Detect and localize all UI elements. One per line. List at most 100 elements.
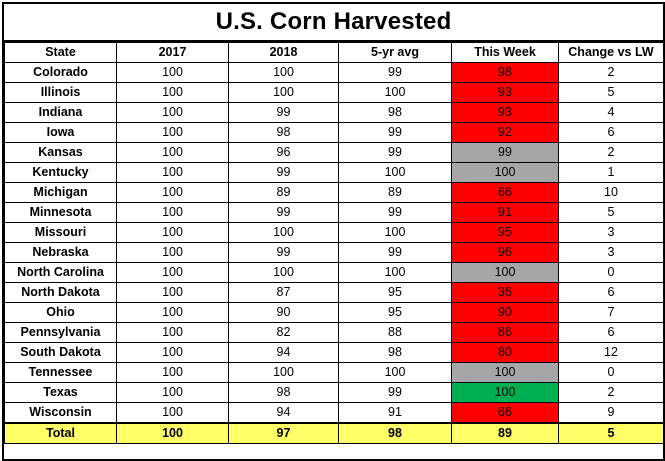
state-cell: Iowa — [4, 122, 117, 143]
value-2018-cell: 99 — [228, 202, 339, 223]
value-2017-cell: 100 — [116, 62, 229, 83]
state-cell: Colorado — [4, 62, 117, 83]
total-this-week: 89 — [451, 422, 559, 444]
header-change-vs-lw: Change vs LW — [558, 42, 664, 63]
table-row: Colorado 100 100 99 98 2 — [4, 62, 664, 83]
this-week-cell: 93 — [451, 82, 559, 103]
change-cell: 6 — [558, 122, 664, 143]
value-2018-cell: 96 — [228, 142, 339, 163]
value-5yr-avg-cell: 99 — [338, 382, 452, 403]
header-state: State — [4, 42, 117, 63]
table-row: Iowa 100 98 99 92 6 — [4, 122, 664, 143]
title-bar: U.S. Corn Harvested — [4, 4, 663, 42]
value-5yr-avg-cell: 89 — [338, 182, 452, 203]
value-2018-cell: 100 — [228, 82, 339, 103]
change-cell: 2 — [558, 62, 664, 83]
state-cell: Ohio — [4, 302, 117, 323]
value-5yr-avg-cell: 99 — [338, 62, 452, 83]
header-2018: 2018 — [228, 42, 339, 63]
value-2017-cell: 100 — [116, 162, 229, 183]
value-2017-cell: 100 — [116, 322, 229, 343]
value-2018-cell: 98 — [228, 122, 339, 143]
value-2018-cell: 100 — [228, 222, 339, 243]
header-row: State 2017 2018 5-yr avg This Week Chang… — [4, 42, 664, 63]
value-5yr-avg-cell: 98 — [338, 102, 452, 123]
value-2018-cell: 99 — [228, 102, 339, 123]
change-cell: 3 — [558, 242, 664, 263]
value-2017-cell: 100 — [116, 82, 229, 103]
total-5yr-avg: 98 — [338, 422, 452, 444]
value-5yr-avg-cell: 98 — [338, 342, 452, 363]
this-week-cell: 99 — [451, 142, 559, 163]
value-2018-cell: 100 — [228, 362, 339, 383]
change-cell: 2 — [558, 142, 664, 163]
value-5yr-avg-cell: 99 — [338, 122, 452, 143]
value-5yr-avg-cell: 100 — [338, 162, 452, 183]
this-week-cell: 100 — [451, 262, 559, 283]
this-week-cell: 100 — [451, 162, 559, 183]
change-cell: 6 — [558, 282, 664, 303]
state-cell: North Carolina — [4, 262, 117, 283]
value-2018-cell: 94 — [228, 402, 339, 424]
this-week-cell: 66 — [451, 402, 559, 424]
change-cell: 10 — [558, 182, 664, 203]
value-2018-cell: 90 — [228, 302, 339, 323]
value-2018-cell: 94 — [228, 342, 339, 363]
table-row: Nebraska 100 99 99 96 3 — [4, 242, 664, 263]
this-week-cell: 95 — [451, 222, 559, 243]
value-2017-cell: 100 — [116, 262, 229, 283]
table-row: Tennessee 100 100 100 100 0 — [4, 362, 664, 383]
total-2017: 100 — [116, 422, 229, 444]
state-cell: South Dakota — [4, 342, 117, 363]
harvest-table: State 2017 2018 5-yr avg This Week Chang… — [4, 42, 664, 444]
table-row: Missouri 100 100 100 95 3 — [4, 222, 664, 243]
this-week-cell: 36 — [451, 282, 559, 303]
value-2017-cell: 100 — [116, 102, 229, 123]
value-5yr-avg-cell: 88 — [338, 322, 452, 343]
value-2018-cell: 100 — [228, 262, 339, 283]
table-row: South Dakota 100 94 98 80 12 — [4, 342, 664, 363]
total-2018: 97 — [228, 422, 339, 444]
change-cell: 6 — [558, 322, 664, 343]
table-row: Ohio 100 90 95 90 7 — [4, 302, 664, 323]
state-cell: Indiana — [4, 102, 117, 123]
table-row: Pennsylvania 100 82 88 86 6 — [4, 322, 664, 343]
change-cell: 2 — [558, 382, 664, 403]
header-this-week: This Week — [451, 42, 559, 63]
state-cell: Tennessee — [4, 362, 117, 383]
total-row: Total 100 97 98 89 5 — [4, 422, 664, 444]
value-2017-cell: 100 — [116, 362, 229, 383]
value-2017-cell: 100 — [116, 122, 229, 143]
state-cell: Kansas — [4, 142, 117, 163]
value-5yr-avg-cell: 100 — [338, 222, 452, 243]
this-week-cell: 92 — [451, 122, 559, 143]
change-cell: 12 — [558, 342, 664, 363]
change-cell: 0 — [558, 362, 664, 383]
change-cell: 9 — [558, 402, 664, 424]
header-2017: 2017 — [116, 42, 229, 63]
value-2018-cell: 87 — [228, 282, 339, 303]
value-2017-cell: 100 — [116, 382, 229, 403]
value-2017-cell: 100 — [116, 342, 229, 363]
this-week-cell: 66 — [451, 182, 559, 203]
value-2018-cell: 100 — [228, 62, 339, 83]
value-2018-cell: 89 — [228, 182, 339, 203]
state-cell: Pennsylvania — [4, 322, 117, 343]
change-cell: 3 — [558, 222, 664, 243]
value-2017-cell: 100 — [116, 282, 229, 303]
state-cell: Wisconsin — [4, 402, 117, 424]
value-5yr-avg-cell: 95 — [338, 302, 452, 323]
total-label: Total — [4, 422, 117, 444]
table-row: North Carolina 100 100 100 100 0 — [4, 262, 664, 283]
state-cell: Texas — [4, 382, 117, 403]
state-cell: Missouri — [4, 222, 117, 243]
this-week-cell: 96 — [451, 242, 559, 263]
table-row: Michigan 100 89 89 66 10 — [4, 182, 664, 203]
this-week-cell: 90 — [451, 302, 559, 323]
total-change: 5 — [558, 422, 664, 444]
state-cell: Illinois — [4, 82, 117, 103]
table-row: Kentucky 100 99 100 100 1 — [4, 162, 664, 183]
change-cell: 5 — [558, 82, 664, 103]
value-5yr-avg-cell: 99 — [338, 202, 452, 223]
